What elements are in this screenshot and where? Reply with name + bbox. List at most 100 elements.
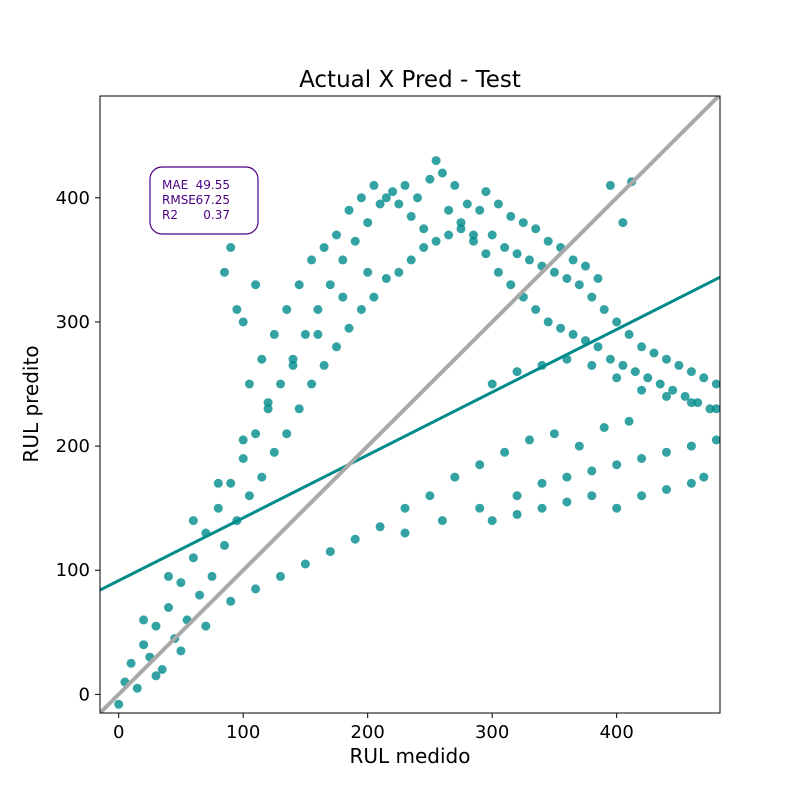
data-point: [500, 243, 510, 252]
data-point: [338, 292, 348, 302]
data-point: [512, 249, 522, 259]
data-point: [662, 485, 671, 494]
data-point: [431, 236, 441, 246]
data-point: [338, 255, 348, 265]
data-point: [269, 447, 279, 457]
data-point: [157, 665, 167, 674]
x-tick-label: 300: [475, 722, 509, 743]
data-point: [630, 367, 640, 377]
data-point: [562, 472, 572, 482]
data-point: [151, 671, 161, 681]
metric-value: 67.25: [196, 193, 230, 207]
data-point: [188, 516, 198, 526]
x-axis-label: RUL medido: [349, 744, 470, 768]
data-point: [244, 491, 254, 501]
data-point: [220, 540, 229, 550]
data-point: [381, 274, 391, 283]
chart-title: Actual X Pred - Test: [299, 67, 521, 93]
data-point: [568, 255, 578, 265]
data-point: [574, 280, 584, 290]
data-point: [394, 199, 404, 209]
data-point: [381, 193, 391, 203]
data-point: [612, 503, 622, 513]
data-point: [369, 292, 379, 302]
data-point: [618, 218, 628, 228]
data-point: [300, 559, 310, 569]
data-point: [487, 516, 497, 526]
data-point: [612, 317, 622, 327]
data-point: [668, 385, 678, 395]
data-point: [680, 391, 690, 401]
data-point: [288, 360, 298, 370]
data-point: [263, 404, 273, 414]
data-point: [431, 156, 441, 166]
y-axis-label: RUL predito: [19, 345, 43, 462]
data-point: [363, 218, 373, 228]
data-point: [325, 280, 335, 290]
metric-label: R2: [162, 208, 178, 222]
data-point: [674, 360, 684, 370]
data-point: [543, 236, 553, 246]
data-point: [618, 360, 628, 370]
x-tick-label: 200: [350, 722, 384, 743]
data-point: [705, 404, 715, 414]
data-point: [319, 360, 329, 370]
data-point: [469, 236, 478, 246]
data-point: [605, 354, 615, 364]
data-point: [232, 305, 242, 314]
plot-frame: [99, 95, 721, 714]
data-point: [213, 503, 223, 513]
data-point: [195, 590, 205, 600]
data-point: [469, 230, 478, 240]
data-point: [655, 379, 665, 389]
data-point: [406, 255, 416, 265]
data-point: [282, 305, 292, 314]
data-point: [201, 621, 211, 631]
data-point: [599, 305, 609, 314]
data-point: [637, 342, 647, 352]
metric-label: RMSE: [162, 193, 196, 207]
data-point: [406, 211, 416, 221]
data-point: [300, 329, 310, 339]
data-point: [500, 447, 510, 457]
data-point: [294, 280, 304, 290]
data-point: [307, 379, 317, 389]
data-point: [456, 218, 466, 228]
data-point: [176, 646, 186, 656]
data-point: [537, 503, 547, 513]
metric-label: MAE: [162, 178, 188, 192]
data-point: [525, 255, 534, 265]
data-point: [487, 230, 497, 240]
data-point: [637, 454, 647, 463]
data-point: [207, 571, 217, 581]
regression-line: [100, 275, 720, 592]
data-point: [344, 323, 354, 333]
data-point: [257, 472, 267, 482]
data-point: [711, 379, 720, 389]
data-point: [512, 509, 522, 519]
data-point: [693, 398, 703, 408]
data-point: [699, 373, 709, 383]
data-point: [294, 404, 304, 414]
data-point: [587, 360, 597, 370]
data-point: [344, 205, 354, 215]
data-point: [581, 261, 590, 271]
data-point: [637, 491, 647, 501]
data-point: [549, 267, 559, 277]
data-point: [593, 274, 603, 283]
data-point: [686, 478, 696, 488]
data-point: [624, 329, 634, 339]
data-point: [263, 398, 273, 408]
data-point: [512, 367, 522, 377]
data-point: [481, 187, 491, 197]
data-point: [599, 423, 609, 432]
data-point: [176, 578, 186, 588]
data-point: [475, 205, 485, 215]
data-point: [450, 472, 460, 482]
data-point: [132, 683, 142, 693]
data-point: [593, 342, 603, 352]
data-point: [251, 280, 261, 290]
x-tick-label: 400: [599, 722, 633, 743]
data-point: [711, 435, 720, 445]
data-point: [562, 274, 572, 283]
